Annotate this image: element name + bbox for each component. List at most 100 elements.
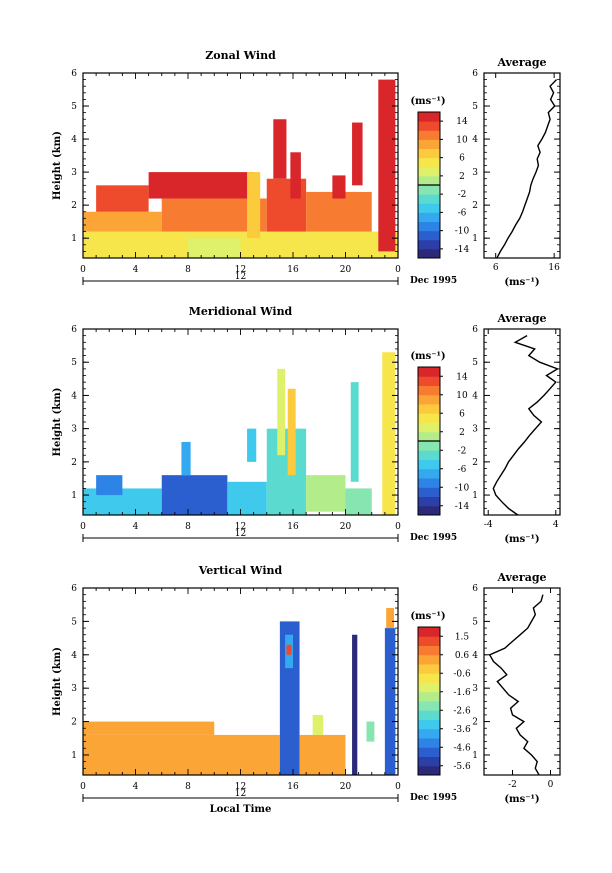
profile-line xyxy=(488,594,544,776)
x-tick-label: 20 xyxy=(340,522,352,532)
profile-y-tick-label: 3 xyxy=(472,684,478,694)
colorbar-swatch xyxy=(418,719,440,730)
date-suffix: Dec 1995 xyxy=(410,533,457,543)
heatmap-y-tick-label: 3 xyxy=(71,684,77,694)
colorbar-swatch xyxy=(418,376,440,386)
heatmap-y-tick-label: 5 xyxy=(71,358,77,368)
heatmap-cell xyxy=(188,238,241,258)
profile-y-tick-label: 5 xyxy=(472,358,478,368)
x-tick-label: 4 xyxy=(133,265,139,275)
colorbar-swatch xyxy=(418,459,440,470)
profile-x-tick-label: 4 xyxy=(553,520,559,530)
heatmap-cell xyxy=(352,634,358,775)
colorbar-tick-label: -6 xyxy=(458,208,467,218)
x-tick-label: 12 xyxy=(235,265,246,275)
x-tick-label: 20 xyxy=(340,782,352,792)
colorbar-swatch xyxy=(418,230,440,241)
heatmap-cell xyxy=(366,721,375,742)
heatmap-cell xyxy=(227,481,267,515)
colorbar-tick-label: -10 xyxy=(455,227,470,237)
colorbar-tick-label: 10 xyxy=(456,391,468,401)
heatmap-cell xyxy=(352,122,363,186)
colorbar-tick-label: -1.6 xyxy=(453,688,471,698)
heatmap-cell xyxy=(273,119,287,179)
profile-x-label: (ms⁻¹) xyxy=(504,794,539,805)
colorbar-tick-label: -2 xyxy=(458,446,467,456)
colorbar-swatch xyxy=(418,239,440,250)
x-tick-label: 0 xyxy=(80,265,86,275)
profile-x-tick-label: 6 xyxy=(493,263,499,273)
profile-x-tick-label: -4 xyxy=(484,520,493,530)
colorbar-swatch xyxy=(418,747,440,757)
y-axis-label: Height (km) xyxy=(52,131,63,200)
colorbar-swatch xyxy=(418,487,440,497)
profile-y-tick-label: 4 xyxy=(472,391,478,401)
heatmap-y-tick-label: 2 xyxy=(71,201,77,211)
x-tick-label: 16 xyxy=(287,265,299,275)
x-tick-label: 12 xyxy=(235,522,246,532)
colorbar-swatch xyxy=(418,139,440,149)
profile-line xyxy=(492,334,560,516)
x-tick-label: 8 xyxy=(185,782,191,792)
colorbar-swatch xyxy=(418,431,440,442)
heatmap-cell xyxy=(312,714,324,735)
colorbar-swatch xyxy=(418,121,440,131)
heatmap-cell xyxy=(332,175,346,199)
heatmap-y-tick-label: 1 xyxy=(71,751,77,761)
colorbar-swatch xyxy=(418,654,440,665)
heatmap-cell xyxy=(181,441,191,476)
colorbar-swatch xyxy=(418,627,440,637)
colorbar-swatch xyxy=(418,728,440,739)
panel-title: Zonal Wind xyxy=(205,49,276,62)
y-axis-label: Height (km) xyxy=(52,647,63,716)
heatmap-cell xyxy=(386,608,395,629)
heatmap-cell xyxy=(345,488,372,515)
heatmap-cell xyxy=(247,428,257,462)
colorbar-swatch xyxy=(418,413,440,423)
date-label: 12 xyxy=(235,529,246,539)
heatmap-cell xyxy=(378,79,396,252)
heatmap-y-tick-label: 3 xyxy=(71,425,77,435)
heatmap-cell xyxy=(83,211,162,232)
x-tick-label: 0 xyxy=(80,782,86,792)
colorbar-unit: (ms⁻¹) xyxy=(410,96,445,107)
colorbar-swatch xyxy=(418,450,440,460)
colorbar-swatch xyxy=(418,112,440,122)
colorbar-tick-label: -3.6 xyxy=(453,725,471,735)
colorbar-swatch xyxy=(418,664,440,674)
profile-y-tick-label: 3 xyxy=(472,425,478,435)
colorbar-swatch xyxy=(418,673,440,683)
colorbar-swatch xyxy=(418,738,440,748)
panel-title: Meridional Wind xyxy=(189,305,293,318)
profile-x-label: (ms⁻¹) xyxy=(504,534,539,545)
profile-y-tick-label: 2 xyxy=(472,718,478,728)
colorbar-tick-label: -2.6 xyxy=(453,706,471,716)
colorbar-swatch xyxy=(418,756,440,767)
profile-y-tick-label: 2 xyxy=(472,458,478,468)
colorbar-swatch xyxy=(418,148,440,159)
colorbar-tick-label: -4.6 xyxy=(453,743,471,753)
heatmap-cell xyxy=(96,475,123,496)
heatmap-cell xyxy=(277,368,286,456)
colorbar-tick-label: 6 xyxy=(459,154,465,164)
heatmap-y-tick-label: 2 xyxy=(71,718,77,728)
colorbar-swatch xyxy=(418,203,440,213)
colorbar-tick-label: 10 xyxy=(456,135,468,145)
colorbar-swatch xyxy=(418,505,440,516)
heatmap-cell xyxy=(286,644,292,655)
colorbar-tick-label: -2 xyxy=(458,190,467,200)
heatmap-y-tick-label: 4 xyxy=(71,135,77,145)
colorbar-swatch xyxy=(418,166,440,177)
profile-y-tick-label: 5 xyxy=(472,102,478,112)
x-tick-label: 20 xyxy=(340,265,352,275)
profile-x-tick-label: -2 xyxy=(508,780,517,790)
colorbar-unit: (ms⁻¹) xyxy=(410,611,445,622)
profile-y-tick-label: 4 xyxy=(472,651,478,661)
heatmap-y-tick-label: 6 xyxy=(71,69,77,79)
heatmap-y-tick-label: 1 xyxy=(71,491,77,501)
heatmap-cell xyxy=(384,628,396,775)
colorbar-swatch xyxy=(418,212,440,222)
x-tick-label: 8 xyxy=(185,522,191,532)
heatmap-cell xyxy=(279,621,300,775)
profile-y-tick-label: 3 xyxy=(472,168,478,178)
